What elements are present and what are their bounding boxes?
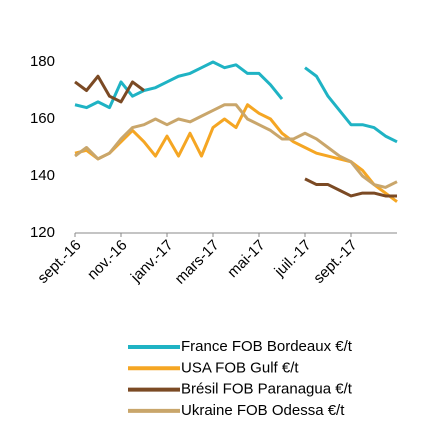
legend-label: Ukraine FOB Odessa €/t <box>181 402 345 419</box>
legend-label: USA FOB Gulf €/t <box>181 359 299 376</box>
series-line <box>74 103 398 203</box>
series-line <box>74 74 397 198</box>
x-tick-label: sept.-16 <box>34 237 84 287</box>
x-tick-label: juil.-17 <box>271 237 315 281</box>
legend-label: Brésil FOB Paranagua €/t <box>181 381 353 398</box>
y-tick-label: 140 <box>30 167 55 184</box>
legend-label: France FOB Bordeaux €/t <box>181 338 353 355</box>
series-line <box>74 60 398 144</box>
x-tick-label: mars-17 <box>172 237 223 288</box>
y-tick-label: 180 <box>30 53 55 70</box>
y-tick-label: 120 <box>30 224 55 241</box>
x-tick-label: sept.-17 <box>310 237 360 287</box>
series-line <box>74 103 398 189</box>
x-tick-label: nov.-16 <box>84 237 131 284</box>
y-tick-label: 160 <box>30 110 55 127</box>
x-tick-label: mai-17 <box>224 237 268 281</box>
x-tick-label: janv.-17 <box>127 237 177 287</box>
